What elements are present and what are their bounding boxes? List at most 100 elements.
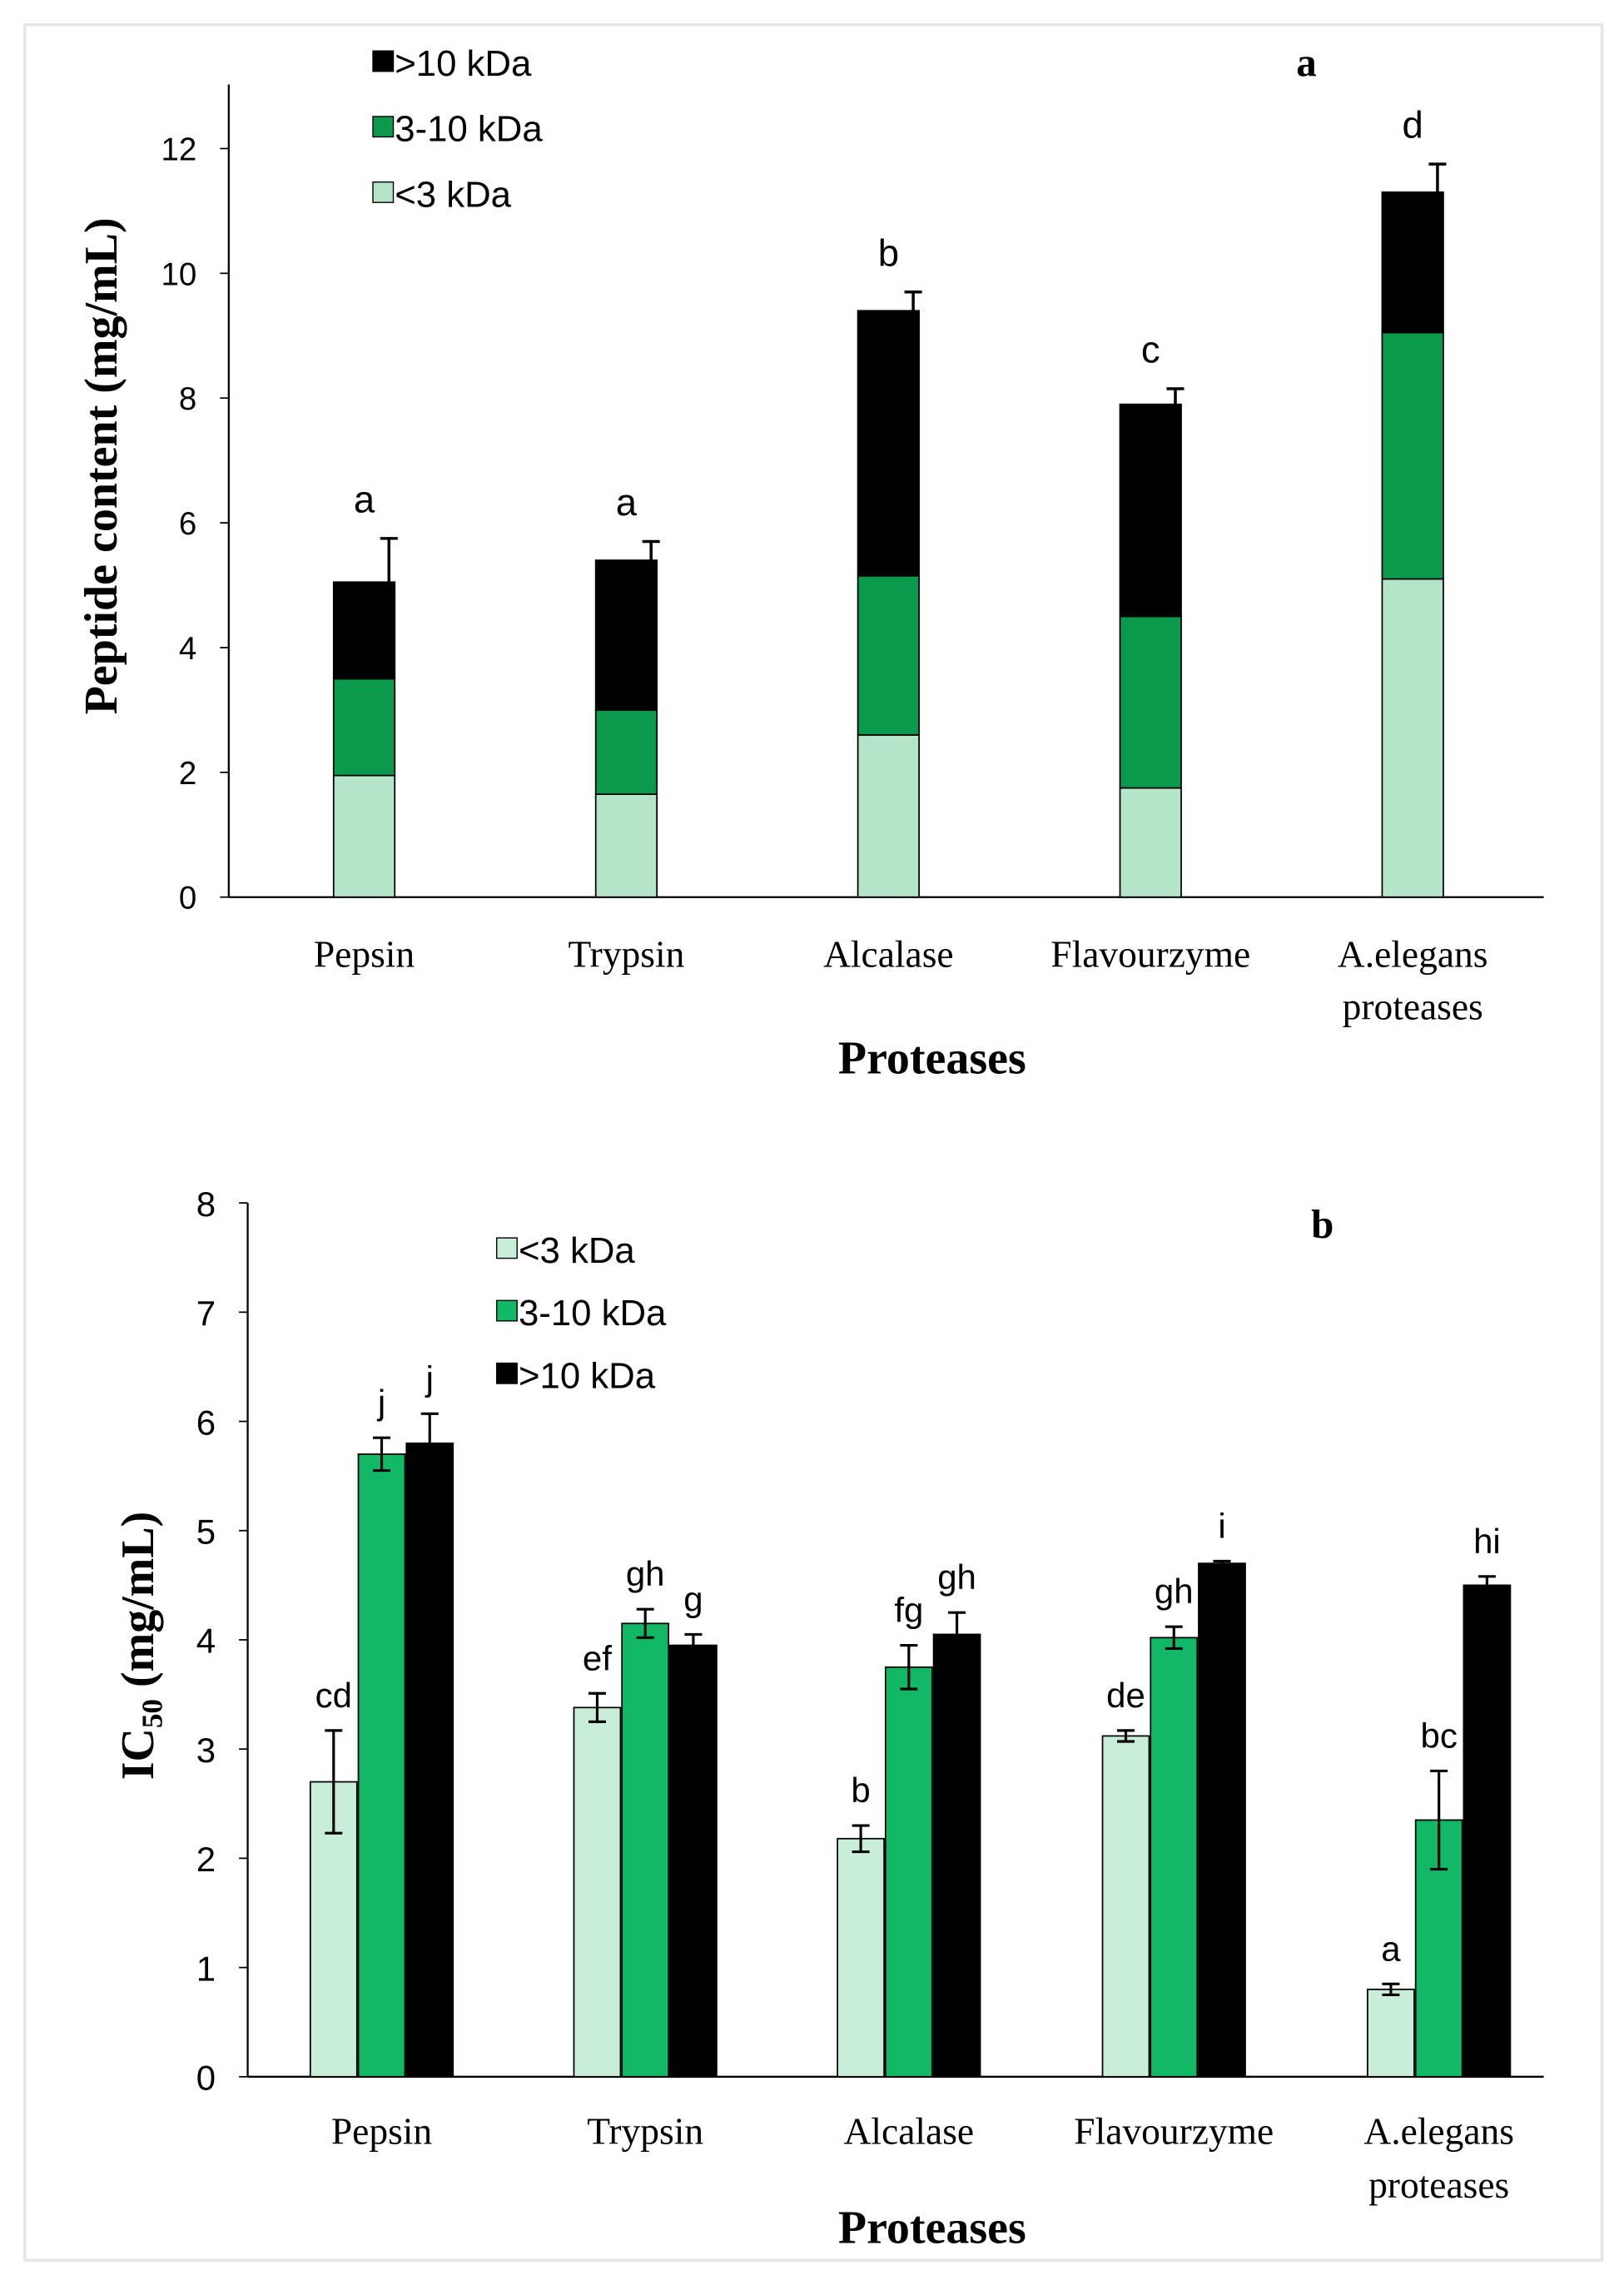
x-tick-label: A.elegans [1363,2109,1514,2152]
significance-letter: a [1381,1929,1401,1968]
x-tick-label: Trypsin [569,933,685,976]
y-axis-title: IC50 (mg/mL) [112,1512,168,1781]
bar-segment [332,774,396,898]
significance-letter: hi [1473,1522,1501,1561]
bar-segment [332,678,396,777]
legend-swatch [372,50,395,72]
significance-letter: g [683,1579,703,1618]
legend-swatch [496,1362,518,1384]
bar [573,1706,622,2078]
y-tick-label: 0 [179,881,196,916]
legend-swatch [496,1299,518,1322]
legend-label: 3-10 kDa [519,1293,667,1334]
bar-segment [1119,403,1182,618]
bar-segment [594,559,658,711]
significance-letter: fg [894,1591,923,1630]
bar [669,1644,718,2078]
y-axis-title-subscript: 50 [136,1699,168,1728]
legend-swatch [372,181,395,203]
y-tick-label: 2 [179,756,196,792]
bar-segment [1119,615,1182,789]
y-tick-label: 2 [196,1840,216,1879]
bar [1101,1735,1150,2078]
y-tick-label: 6 [179,506,196,542]
x-tick-label: proteases [1368,2163,1509,2206]
significance-letter: gh [626,1554,665,1593]
y-tick-label: 5 [196,1512,216,1551]
significance-letter: j [425,1359,434,1398]
bar-segment [857,733,920,898]
bar [932,1633,981,2078]
y-tick-label: 6 [196,1403,216,1442]
bar-segment [1119,787,1182,898]
significance-letter: ef [583,1638,612,1677]
significance-letter: b [878,231,899,274]
x-tick-label: Alcalase [823,933,954,976]
x-tick-label: Flavourzyme [1074,2109,1274,2152]
y-tick-label: 12 [161,132,197,167]
x-tick-label: Pepsin [314,933,415,976]
legend-label: <3 kDa [519,1230,635,1271]
bar [1150,1637,1199,2078]
bar [884,1666,933,2078]
y-axis-title: Peptide content (mg/mL) [76,217,127,714]
y-axis-title-main: IC [112,1728,164,1780]
legend-swatch [496,1237,518,1259]
bar [357,1453,406,2078]
significance-letter: gh [1155,1572,1194,1611]
legend-swatch [372,116,395,138]
y-axis-title-unit: (mg/mL) [112,1512,164,1699]
significance-letter: c [1141,328,1160,370]
significance-letter: de [1106,1676,1145,1715]
y-tick-label: 8 [179,381,196,417]
bar [405,1442,454,2078]
x-axis-title: Proteases [838,2202,1026,2253]
x-tick-label: Flavourzyme [1050,933,1250,976]
bar-segment [1381,191,1444,334]
significance-letter: gh [937,1557,976,1597]
y-tick-label: 0 [196,2059,216,2098]
bar-segment [1381,578,1444,898]
x-axis-title: Proteases [838,1032,1026,1084]
legend-label: >10 kDa [395,43,532,84]
significance-letter: b [851,1771,870,1810]
x-tick-label: Pepsin [331,2109,433,2152]
bar [1463,1584,1512,2078]
figure-frame [23,22,1604,2263]
bar [1367,1988,1415,2078]
bar [1198,1562,1246,2078]
significance-letter: a [354,478,375,520]
y-tick-label: 8 [196,1185,216,1224]
legend-label: 3-10 kDa [395,109,543,150]
chart-a: 0 2 4 6 8 10 12 a Pepsin a Trypsin b Alcalase c Flavou… [76,39,1544,1084]
legend-label: <3 kDa [395,174,511,215]
bar [837,1837,885,2078]
bar [621,1622,670,2078]
bar-segment [857,310,920,577]
y-tick-label: 1 [196,1949,216,1988]
significance-letter: d [1403,104,1423,147]
legend-label: >10 kDa [519,1355,656,1396]
y-tick-label: 10 [161,256,197,292]
significance-letter: bc [1421,1716,1458,1755]
y-tick-label: 7 [196,1294,216,1333]
x-tick-label: Alcalase [844,2109,975,2152]
bar-segment [332,581,396,680]
bar-segment [1381,331,1444,580]
panel-label: a [1296,39,1316,85]
x-tick-label: A.elegans [1338,933,1488,976]
chart-b: 012345678cdjjPepsinefghgTrypsinbfgghAlca… [112,1185,1544,2253]
significance-letter: cd [315,1676,352,1715]
significance-letter: i [1218,1506,1225,1545]
x-tick-label: proteases [1343,986,1483,1028]
bar-segment [594,793,658,898]
bar-segment [594,709,658,795]
significance-letter: j [376,1383,385,1422]
y-tick-label: 4 [179,631,196,667]
y-tick-label: 4 [196,1622,216,1661]
significance-letter: a [616,481,638,524]
bar-segment [857,574,920,736]
panel-label: b [1311,1201,1333,1247]
x-tick-label: Trypsin [587,2109,703,2152]
